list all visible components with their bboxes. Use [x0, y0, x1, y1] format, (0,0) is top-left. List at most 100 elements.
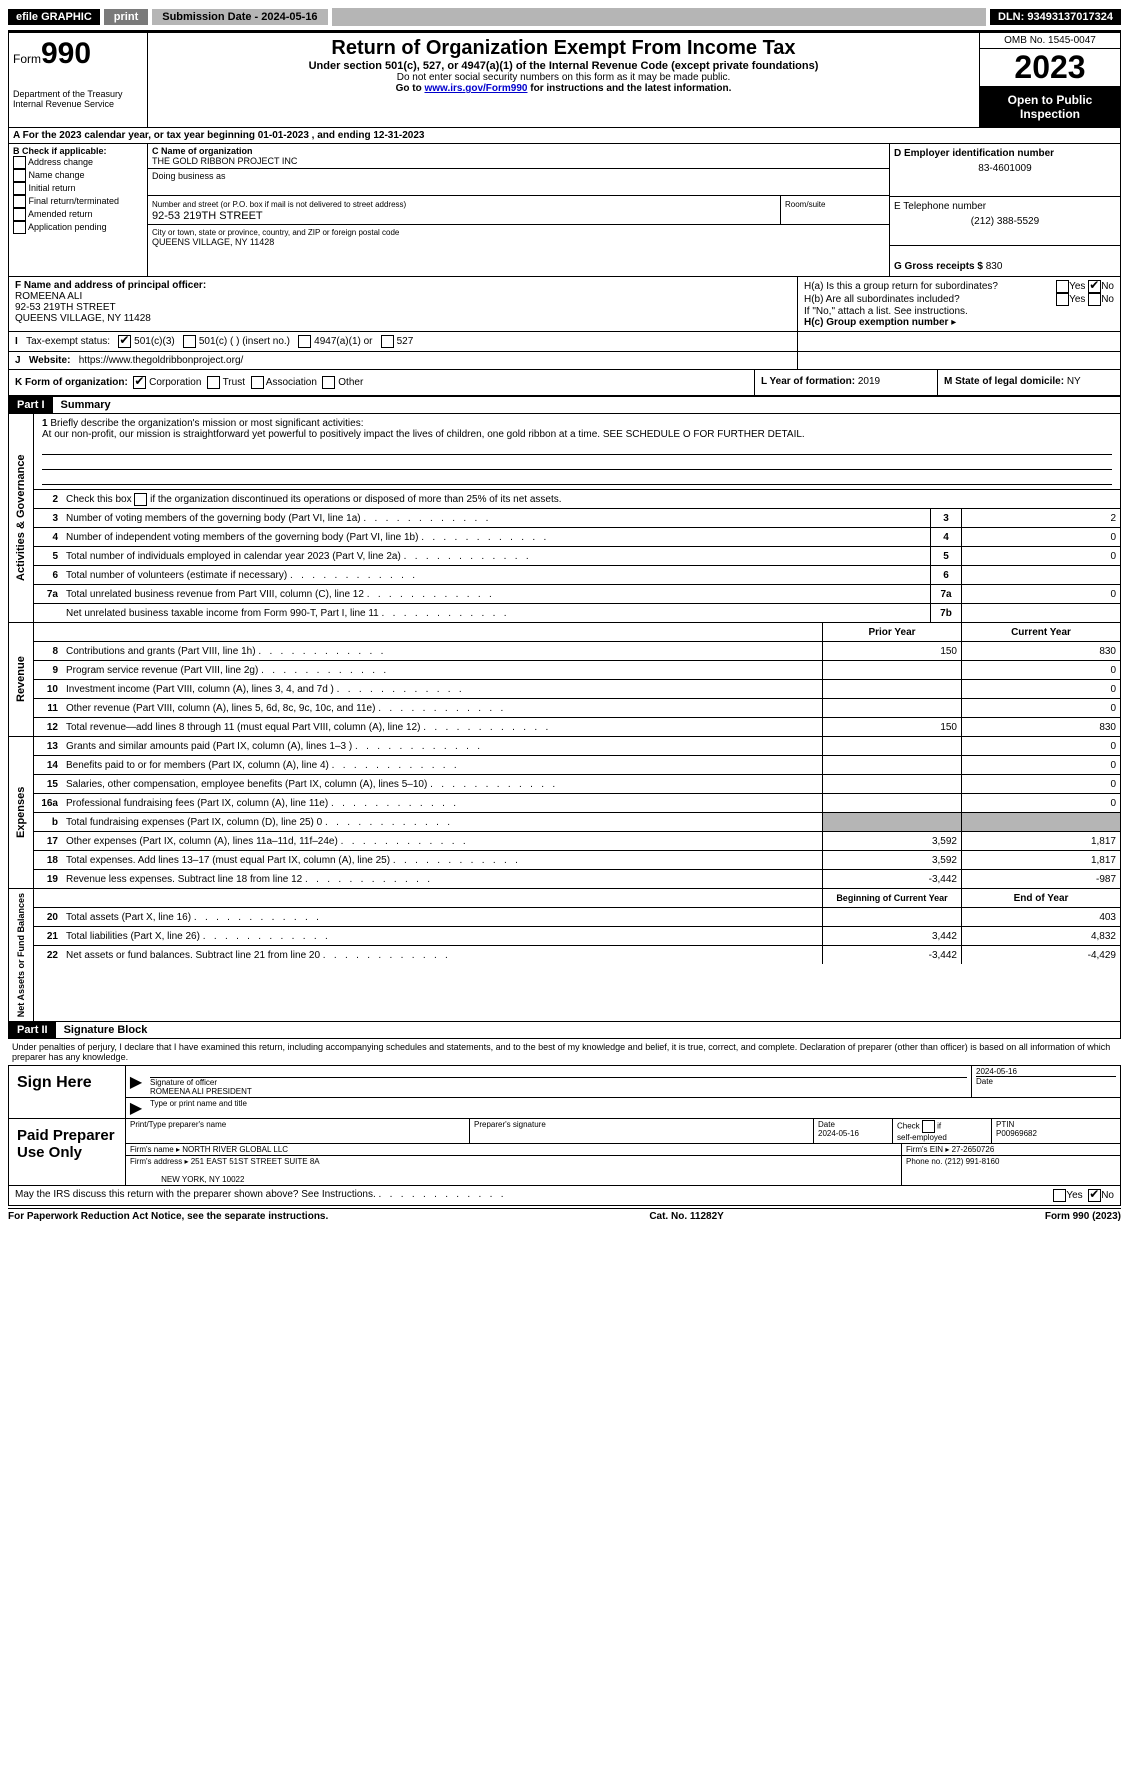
- chk-assoc[interactable]: [251, 376, 264, 389]
- toolbar-spacer: [332, 8, 986, 26]
- hc-question: H(c) Group exemption number ▸: [804, 317, 1114, 328]
- form-number: Form990: [13, 37, 143, 71]
- group-return-block: H(a) Is this a group return for subordin…: [798, 277, 1120, 331]
- chk-application-pending[interactable]: Application pending: [13, 221, 143, 234]
- gov-line: 4Number of independent voting members of…: [34, 528, 1120, 547]
- dln-badge: DLN: 93493137017324: [990, 9, 1121, 25]
- sign-arrow2-icon: ▶: [126, 1098, 146, 1118]
- part2-header: Part II Signature Block: [8, 1022, 1121, 1039]
- footer-form: Form 990 (2023): [1045, 1211, 1121, 1222]
- chk-501c[interactable]: [183, 335, 196, 348]
- firm-phone: Phone no. (212) 991-8160: [902, 1156, 1120, 1185]
- discuss-row: May the IRS discuss this return with the…: [8, 1186, 1121, 1206]
- gov-line: 3Number of voting members of the governi…: [34, 509, 1120, 528]
- top-toolbar: efile GRAPHIC print Submission Date - 20…: [8, 8, 1121, 26]
- col-deg: D Employer identification number 83-4601…: [890, 144, 1120, 276]
- chk-trust[interactable]: [207, 376, 220, 389]
- ha-yes[interactable]: [1056, 280, 1069, 293]
- chk-final-return[interactable]: Final return/terminated: [13, 195, 143, 208]
- side-net-assets: Net Assets or Fund Balances: [9, 889, 34, 1021]
- exp-line: 14Benefits paid to or for members (Part …: [34, 756, 1120, 775]
- chk-initial-return[interactable]: Initial return: [13, 182, 143, 195]
- form-subtitle: Under section 501(c), 527, or 4947(a)(1)…: [152, 60, 975, 72]
- street-cell: Number and street (or P.O. box if mail i…: [148, 196, 781, 224]
- gov-line: 7aTotal unrelated business revenue from …: [34, 585, 1120, 604]
- part1-header: Part I Summary: [8, 396, 1121, 414]
- exp-line: 19Revenue less expenses. Subtract line 1…: [34, 870, 1120, 888]
- summary-revenue: Revenue Prior Year Current Year 8Contrib…: [8, 623, 1121, 737]
- row-klm: K Form of organization: Corporation Trus…: [8, 370, 1121, 396]
- self-employed-check: Check ifself-employed: [893, 1119, 992, 1143]
- line2-num: 2: [34, 494, 62, 505]
- chk-discontinued[interactable]: [134, 493, 147, 506]
- state-domicile: M State of legal domicile: NY: [938, 370, 1120, 395]
- header-left: Form990 Department of the Treasury Inter…: [9, 33, 148, 127]
- exp-line: 16aProfessional fundraising fees (Part I…: [34, 794, 1120, 813]
- footer-paperwork: For Paperwork Reduction Act Notice, see …: [8, 1211, 328, 1222]
- part2-title: Signature Block: [56, 1024, 148, 1036]
- exp-line: bTotal fundraising expenses (Part IX, co…: [34, 813, 1120, 832]
- chk-501c3[interactable]: [118, 335, 131, 348]
- form-header: Form990 Department of the Treasury Inter…: [8, 30, 1121, 128]
- chk-name-change[interactable]: Name change: [13, 169, 143, 182]
- rev-line: 9Program service revenue (Part VIII, lin…: [34, 661, 1120, 680]
- gross-receipts-cell: G Gross receipts $ 830: [890, 246, 1120, 276]
- rev-hdr-desc: [62, 630, 822, 634]
- sign-date: 2024-05-16 Date: [972, 1066, 1120, 1097]
- hb-yes[interactable]: [1056, 293, 1069, 306]
- suite-cell: Room/suite: [781, 196, 889, 224]
- open-to-public: Open to PublicInspection: [980, 87, 1120, 127]
- header-title-block: Return of Organization Exempt From Incom…: [148, 33, 980, 127]
- net-line: 21Total liabilities (Part X, line 26)3,4…: [34, 927, 1120, 946]
- gov-line: Net unrelated business taxable income fr…: [34, 604, 1120, 622]
- firm-address: Firm's address ▸ 251 EAST 51ST STREET SU…: [126, 1156, 902, 1185]
- chk-527[interactable]: [381, 335, 394, 348]
- row-j-right: [798, 352, 1120, 369]
- exp-line: 15Salaries, other compensation, employee…: [34, 775, 1120, 794]
- ha-no[interactable]: [1088, 280, 1101, 293]
- footer-catno: Cat. No. 11282Y: [649, 1211, 723, 1222]
- form-of-org: K Form of organization: Corporation Trus…: [9, 370, 755, 395]
- perjury-declaration: Under penalties of perjury, I declare th…: [8, 1039, 1121, 1065]
- discuss-question: May the IRS discuss this return with the…: [15, 1189, 1053, 1202]
- entity-info-block: B Check if applicable: Address change Na…: [8, 144, 1121, 277]
- part1-title: Summary: [53, 399, 111, 411]
- summary-governance: Activities & Governance 1 Briefly descri…: [8, 414, 1121, 623]
- hdr-end-year: End of Year: [961, 889, 1120, 907]
- officer-signature: Signature of officer ROMEENA ALI PRESIDE…: [146, 1066, 972, 1097]
- hb-question: H(b) Are all subordinates included?: [804, 294, 1056, 305]
- rev-line: 11Other revenue (Part VIII, column (A), …: [34, 699, 1120, 718]
- chk-address-change[interactable]: Address change: [13, 156, 143, 169]
- city-cell: City or town, state or province, country…: [148, 225, 889, 249]
- chk-other[interactable]: [322, 376, 335, 389]
- paid-preparer-label: Paid Preparer Use Only: [9, 1119, 126, 1185]
- discuss-yes[interactable]: [1053, 1189, 1066, 1202]
- chk-4947[interactable]: [298, 335, 311, 348]
- preparer-signature: Preparer's signature: [470, 1119, 814, 1143]
- form-note-link: Go to www.irs.gov/Form990 for instructio…: [152, 83, 975, 94]
- irs-link[interactable]: www.irs.gov/Form990: [424, 83, 527, 94]
- dba-cell: Doing business as: [148, 169, 889, 196]
- col-b-checkboxes: B Check if applicable: Address change Na…: [9, 144, 148, 276]
- side-revenue: Revenue: [9, 623, 34, 736]
- principal-officer: F Name and address of principal officer:…: [9, 277, 798, 331]
- header-right: OMB No. 1545-0047 2023 Open to PublicIns…: [980, 33, 1120, 127]
- org-name-cell: C Name of organization THE GOLD RIBBON P…: [148, 144, 889, 169]
- firm-name: Firm's name ▸ NORTH RIVER GLOBAL LLC: [126, 1144, 902, 1155]
- form-note-ssn: Do not enter social security numbers on …: [152, 72, 975, 83]
- hb-no[interactable]: [1088, 293, 1101, 306]
- ha-question: H(a) Is this a group return for subordin…: [804, 281, 1056, 292]
- summary-expenses: Expenses 13Grants and similar amounts pa…: [8, 737, 1121, 889]
- ptin: PTINP00969682: [992, 1119, 1120, 1143]
- print-button[interactable]: print: [104, 9, 148, 25]
- side-expenses: Expenses: [9, 737, 34, 888]
- net-line: 22Net assets or fund balances. Subtract …: [34, 946, 1120, 964]
- exp-line: 18Total expenses. Add lines 13–17 (must …: [34, 851, 1120, 870]
- chk-corp[interactable]: [133, 376, 146, 389]
- form-title: Return of Organization Exempt From Incom…: [152, 37, 975, 60]
- exp-line: 17Other expenses (Part IX, column (A), l…: [34, 832, 1120, 851]
- discuss-no[interactable]: [1088, 1189, 1101, 1202]
- chk-amended-return[interactable]: Amended return: [13, 208, 143, 221]
- hb-answer: Yes No: [1056, 293, 1114, 306]
- row-fh: F Name and address of principal officer:…: [8, 277, 1121, 332]
